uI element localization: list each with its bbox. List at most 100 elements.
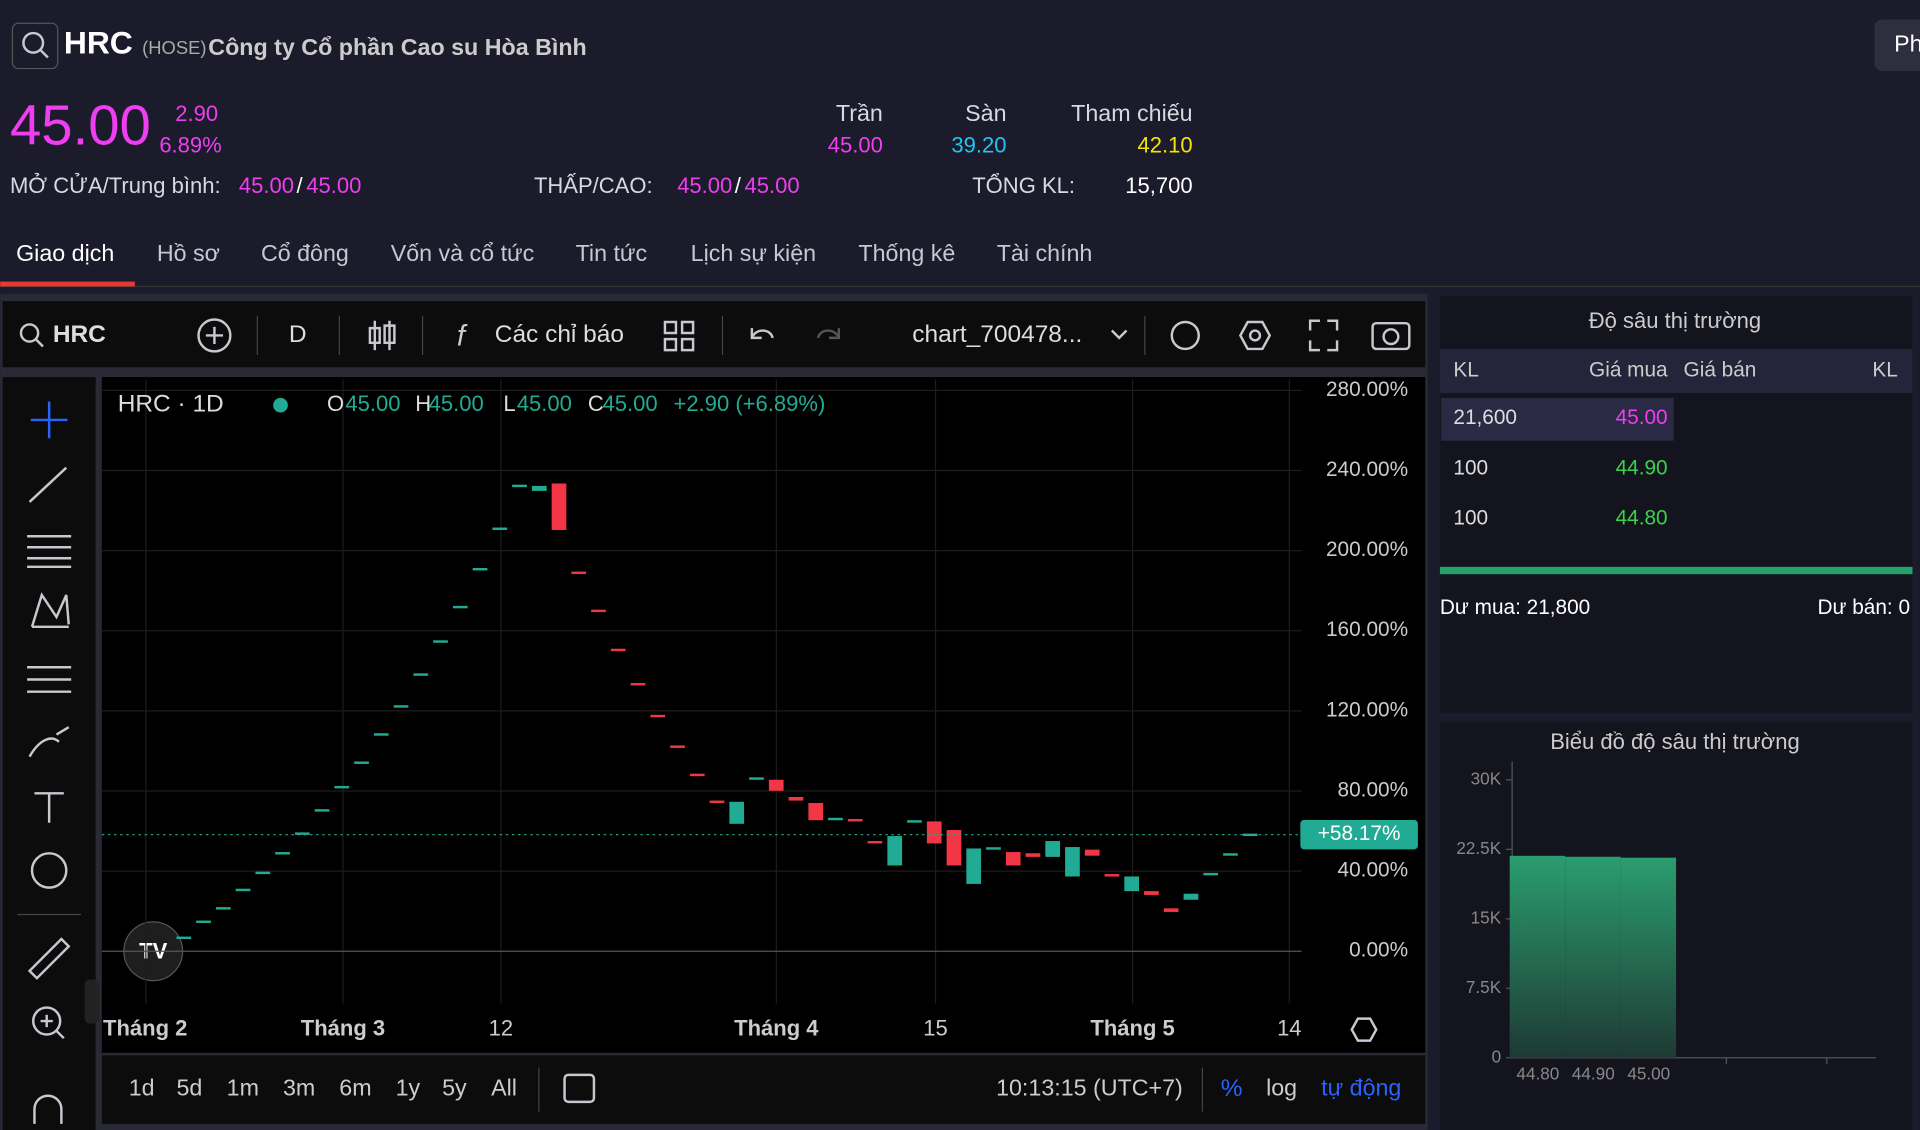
candle [393, 705, 409, 708]
candle [907, 820, 922, 823]
candle [314, 809, 330, 812]
volume: 15,700 [1125, 173, 1192, 198]
zoom-tool[interactable] [32, 1006, 62, 1036]
y-tick-label: 0 [1492, 1046, 1502, 1066]
change-pct: 6.89% [159, 133, 221, 158]
ruler-tool[interactable] [27, 937, 71, 980]
brush-tool[interactable] [28, 726, 70, 758]
tab[interactable]: Tin tức [576, 240, 648, 266]
line-tool[interactable] [28, 466, 68, 503]
price: 45.00 [10, 94, 151, 157]
add-icon [205, 326, 223, 345]
undo-icon[interactable] [750, 328, 774, 340]
tab[interactable]: Thống kê [858, 240, 955, 266]
candle [867, 841, 883, 844]
avg: 45.00 [306, 173, 361, 198]
date-range-icon[interactable] [563, 1073, 596, 1104]
range-button[interactable]: 5y [442, 1075, 467, 1101]
range-button[interactable]: All [491, 1075, 517, 1101]
candle [571, 571, 587, 575]
y-tick-label: 15K [1471, 907, 1502, 927]
redo-icon[interactable] [816, 328, 841, 340]
magnet-tool[interactable] [33, 1094, 63, 1124]
pattern-tool[interactable] [30, 592, 70, 629]
range-button[interactable]: 3m [283, 1075, 315, 1101]
screenshot-icon[interactable] [1371, 321, 1411, 351]
bid-volume: 21,600 [1453, 406, 1517, 429]
fullscreen-icon[interactable] [1308, 319, 1339, 352]
candle [531, 485, 547, 491]
column-header: Giá bán [1684, 358, 1757, 381]
layout-name[interactable]: chart_700478... [912, 321, 1082, 348]
candle [433, 640, 448, 643]
range-button[interactable]: 5d [176, 1075, 202, 1101]
candle [1065, 847, 1080, 877]
active-tab-underline [0, 281, 135, 287]
candle [1183, 893, 1199, 900]
ohlc-legend: 45.00 [429, 391, 484, 416]
range-button[interactable]: 1y [396, 1075, 421, 1101]
toolbar-symbol[interactable]: HRC [53, 321, 106, 348]
order-book-title: Độ sâu thị trường [1589, 308, 1761, 333]
x-tick-label: 45.00 [1627, 1063, 1670, 1083]
tab[interactable]: Giao dịch [16, 240, 114, 266]
bid-volume: 100 [1453, 507, 1488, 530]
settings-icon[interactable] [1238, 320, 1272, 351]
tab[interactable]: Cổ đông [261, 240, 349, 266]
x-tick-label: 15 [923, 1015, 948, 1040]
tab[interactable]: Tài chính [997, 240, 1093, 266]
collapse-handle[interactable] [84, 979, 100, 1024]
range-button[interactable]: 1m [227, 1075, 259, 1101]
tab[interactable]: Hồ sơ [157, 240, 220, 266]
range-button[interactable]: 6m [339, 1075, 371, 1101]
candle [1223, 853, 1238, 856]
y-tick-label: 0.00% [1349, 939, 1408, 962]
candle [591, 609, 606, 613]
floor-label: Sàn [965, 100, 1006, 126]
screenshot-icon [1382, 328, 1400, 346]
ohlc-legend: O [327, 391, 344, 416]
fib-tool[interactable] [27, 535, 72, 569]
chart-toolbar [2, 301, 1426, 368]
search-button[interactable] [11, 22, 59, 70]
indicator-icon[interactable]: f [457, 320, 468, 353]
x-tick-label: 44.80 [1516, 1063, 1559, 1083]
candle [768, 779, 784, 791]
tab[interactable]: Vốn và cổ tức [391, 240, 535, 266]
crosshair-tool[interactable] [30, 401, 68, 439]
scale-settings-icon[interactable] [1350, 1017, 1378, 1042]
indicators[interactable]: Các chỉ báo [495, 321, 624, 348]
candle [709, 800, 725, 804]
prediction-tool[interactable] [27, 666, 72, 693]
range-button[interactable]: 1d [129, 1075, 155, 1101]
bottom-toolbar [101, 1055, 1426, 1124]
y-tick-label: 7.5K [1466, 977, 1502, 997]
candle [847, 818, 863, 822]
candle [373, 733, 389, 736]
emoji-tool[interactable] [30, 852, 68, 889]
text-tool[interactable] [34, 792, 64, 823]
candle [1144, 891, 1159, 895]
candle [1025, 853, 1041, 857]
ohlc-legend: L [503, 391, 515, 416]
candle [334, 785, 350, 789]
x-tick-label: Tháng 2 [103, 1015, 187, 1040]
percent-toggle[interactable]: % [1221, 1075, 1243, 1102]
tab[interactable]: Lịch sự kiện [691, 240, 816, 266]
candle [1084, 849, 1100, 856]
dropdown-icon[interactable] [1110, 329, 1128, 340]
y-tick-label: 80.00% [1338, 778, 1409, 801]
interval[interactable]: D [289, 321, 307, 348]
candle [1163, 908, 1179, 912]
floor: 39.20 [951, 133, 1006, 158]
layout-icon[interactable] [663, 320, 695, 352]
y-tick-label: 22.5K [1456, 838, 1501, 858]
auto-toggle[interactable]: tự động [1321, 1075, 1401, 1101]
log-toggle[interactable]: log [1266, 1075, 1297, 1101]
volume-label: TỔNG KL: [972, 173, 1075, 198]
chart-type-icon[interactable] [368, 320, 396, 351]
alert-icon[interactable] [1170, 320, 1200, 351]
top-button[interactable] [1874, 19, 1920, 72]
add-icon[interactable] [197, 318, 232, 353]
candle [472, 567, 488, 571]
